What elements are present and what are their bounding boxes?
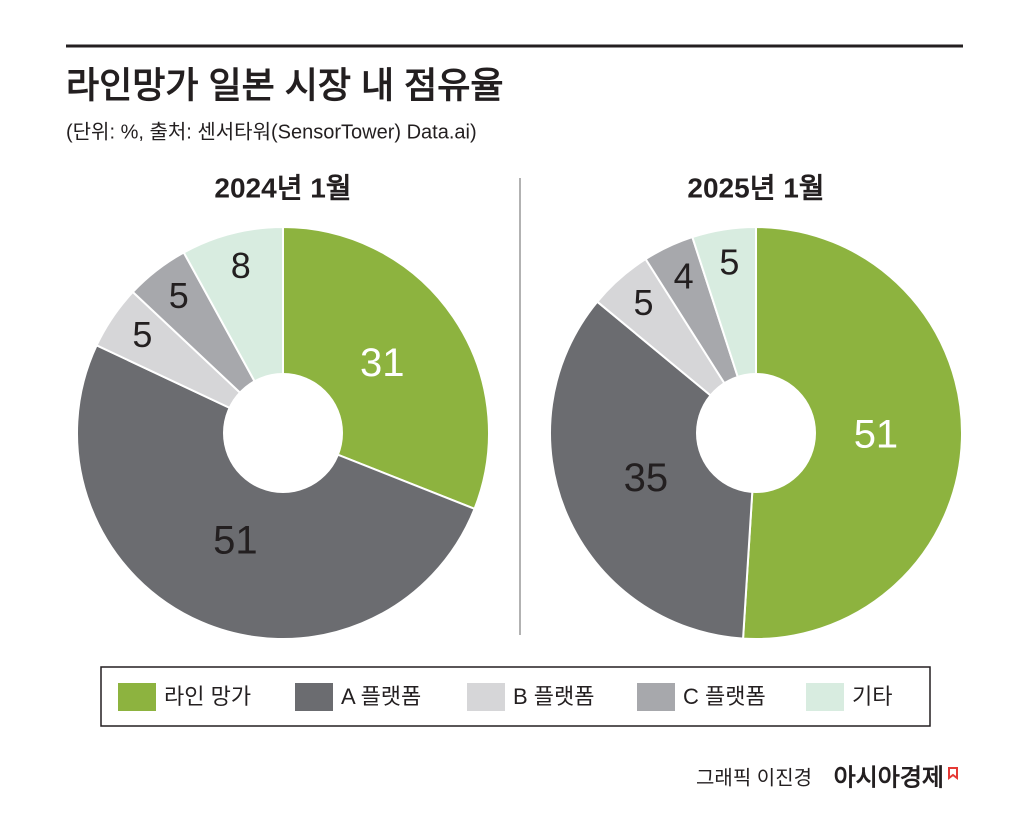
donut-hole	[223, 373, 343, 493]
value-label: 4	[674, 256, 694, 297]
value-label: 8	[231, 245, 251, 286]
pie-slice	[742, 225, 963, 640]
brand: 아시아경제	[834, 764, 944, 791]
brand-icon	[948, 767, 958, 780]
legend-swatch	[118, 683, 156, 711]
value-label: 51	[854, 412, 899, 456]
credit: 그래픽 이진경	[696, 766, 812, 789]
value-label: 5	[169, 275, 189, 316]
legend-swatch	[637, 683, 675, 711]
value-label: 51	[213, 519, 258, 563]
value-label: 5	[132, 314, 152, 355]
legend-label: A 플랫폼	[341, 684, 421, 709]
subtitle: (단위: %, 출처: 센서타워(SensorTower) Data.ai)	[66, 120, 477, 143]
donut-hole	[696, 373, 816, 493]
legend-swatch	[295, 683, 333, 711]
legend-label: B 플랫폼	[513, 684, 595, 709]
legend-box	[100, 666, 931, 727]
legend-label: 라인 망가	[164, 684, 251, 709]
legend-swatch	[467, 683, 505, 711]
title: 라인망가 일본 시장 내 점유율	[66, 65, 503, 106]
legend-swatch	[806, 683, 844, 711]
chart-subtitle: 2024년 1월	[214, 172, 351, 203]
value-label: 5	[719, 242, 739, 283]
legend-label: 기타	[852, 684, 892, 709]
value-label: 5	[634, 282, 654, 323]
chart-subtitle: 2025년 1월	[687, 172, 824, 203]
legend-label: C 플랫폼	[683, 684, 766, 709]
value-label: 31	[360, 341, 405, 385]
value-label: 35	[624, 456, 669, 500]
pie-slice	[549, 300, 758, 640]
